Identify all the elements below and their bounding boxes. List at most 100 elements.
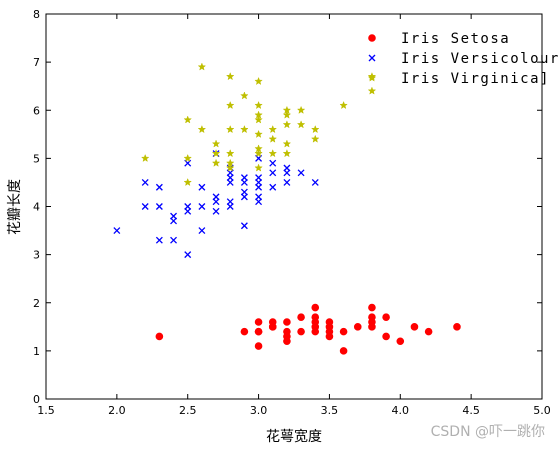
data-point	[197, 124, 207, 134]
data-point	[255, 174, 263, 182]
y-tick-label: 8	[33, 8, 40, 21]
data-points	[113, 62, 461, 355]
data-point	[282, 149, 292, 158]
data-point	[268, 124, 278, 134]
data-point	[198, 227, 206, 235]
data-point	[254, 100, 263, 110]
series-1	[113, 150, 319, 259]
data-point	[269, 159, 277, 167]
data-point	[254, 318, 263, 326]
data-point	[240, 327, 249, 336]
data-point	[310, 124, 320, 134]
x-tick-label: 1.5	[37, 404, 55, 417]
data-point	[325, 318, 334, 326]
legend-marker-2	[367, 73, 377, 82]
data-point	[155, 203, 163, 210]
data-point	[283, 327, 291, 336]
legend-label: Iris Versicolour	[401, 51, 560, 67]
data-point	[297, 169, 305, 177]
y-tick-label: 7	[33, 56, 40, 69]
data-point	[240, 91, 249, 100]
data-point	[170, 236, 178, 244]
data-point	[368, 303, 376, 312]
data-point	[183, 177, 193, 187]
x-tick-label: 5.0	[533, 404, 551, 417]
legend-marker-0	[368, 34, 376, 42]
x-tick-label: 4.5	[462, 404, 480, 417]
data-point	[382, 313, 390, 321]
data-point	[212, 193, 220, 201]
x-tick-label: 4.0	[392, 404, 410, 417]
data-point	[240, 124, 249, 134]
data-point	[282, 105, 292, 114]
data-point	[339, 100, 348, 110]
data-point	[211, 149, 221, 158]
legend-label: Iris Setosa	[401, 31, 510, 47]
data-point	[339, 347, 348, 355]
y-tick-label: 6	[33, 104, 40, 117]
legend-label: Iris Virginica]	[401, 71, 550, 87]
data-point	[254, 149, 263, 158]
data-point	[183, 153, 193, 163]
y-tick-label: 3	[33, 249, 40, 262]
y-axis-label: 花瓣长度	[7, 179, 23, 235]
watermark-text: CSDN @吓一跳你	[431, 424, 545, 440]
x-tick-label: 2.0	[108, 404, 126, 417]
y-tick-label: 0	[33, 393, 40, 406]
data-point	[211, 158, 221, 167]
data-point	[240, 188, 248, 196]
data-point	[184, 203, 192, 210]
data-point	[254, 76, 263, 86]
data-point	[410, 323, 419, 331]
data-point	[396, 337, 405, 346]
data-point	[255, 193, 263, 201]
y-tick-label: 5	[33, 152, 40, 165]
data-point	[283, 164, 291, 172]
plot-frame	[45, 13, 543, 400]
data-point	[339, 327, 348, 336]
data-point	[283, 318, 291, 326]
data-point	[311, 178, 319, 186]
data-point	[254, 144, 263, 153]
data-point	[311, 313, 320, 321]
data-point	[254, 342, 263, 350]
data-point	[268, 149, 278, 158]
x-tick-label: 3.5	[321, 404, 339, 417]
data-point	[254, 327, 263, 336]
data-point	[283, 178, 291, 186]
data-point	[155, 236, 163, 244]
data-point	[254, 163, 263, 172]
data-point	[225, 158, 235, 167]
data-point	[198, 203, 206, 210]
data-point	[197, 62, 207, 71]
data-point	[254, 129, 263, 138]
data-point	[225, 100, 235, 110]
data-point	[368, 313, 376, 321]
data-point	[254, 110, 263, 119]
legend-marker-1	[368, 54, 376, 62]
x-axis-label: 花萼宽度	[266, 428, 322, 445]
data-point	[225, 124, 235, 134]
data-point	[269, 169, 277, 177]
data-point	[198, 183, 206, 191]
data-point	[453, 323, 461, 331]
data-point	[184, 251, 192, 259]
data-point	[353, 323, 362, 331]
data-point	[297, 327, 305, 336]
data-point	[240, 222, 248, 230]
data-point	[282, 120, 292, 129]
legend: Iris Setosa Iris Versicolour Iris Virginic…	[367, 31, 560, 87]
axis-ticks: 1.5 2.0 2.5 3.0 3.5 4.0 4.5 5.0 0 1 2 3 4 5 6 7 8	[33, 8, 551, 417]
data-point	[296, 105, 306, 114]
data-point	[311, 303, 320, 312]
data-point	[225, 163, 235, 172]
data-point	[155, 332, 164, 341]
x-tick-label: 2.5	[179, 404, 197, 417]
data-point	[225, 72, 235, 81]
data-point	[282, 110, 292, 119]
data-point	[113, 227, 121, 235]
data-point	[212, 207, 220, 215]
data-point	[170, 212, 178, 220]
data-point	[225, 149, 235, 158]
